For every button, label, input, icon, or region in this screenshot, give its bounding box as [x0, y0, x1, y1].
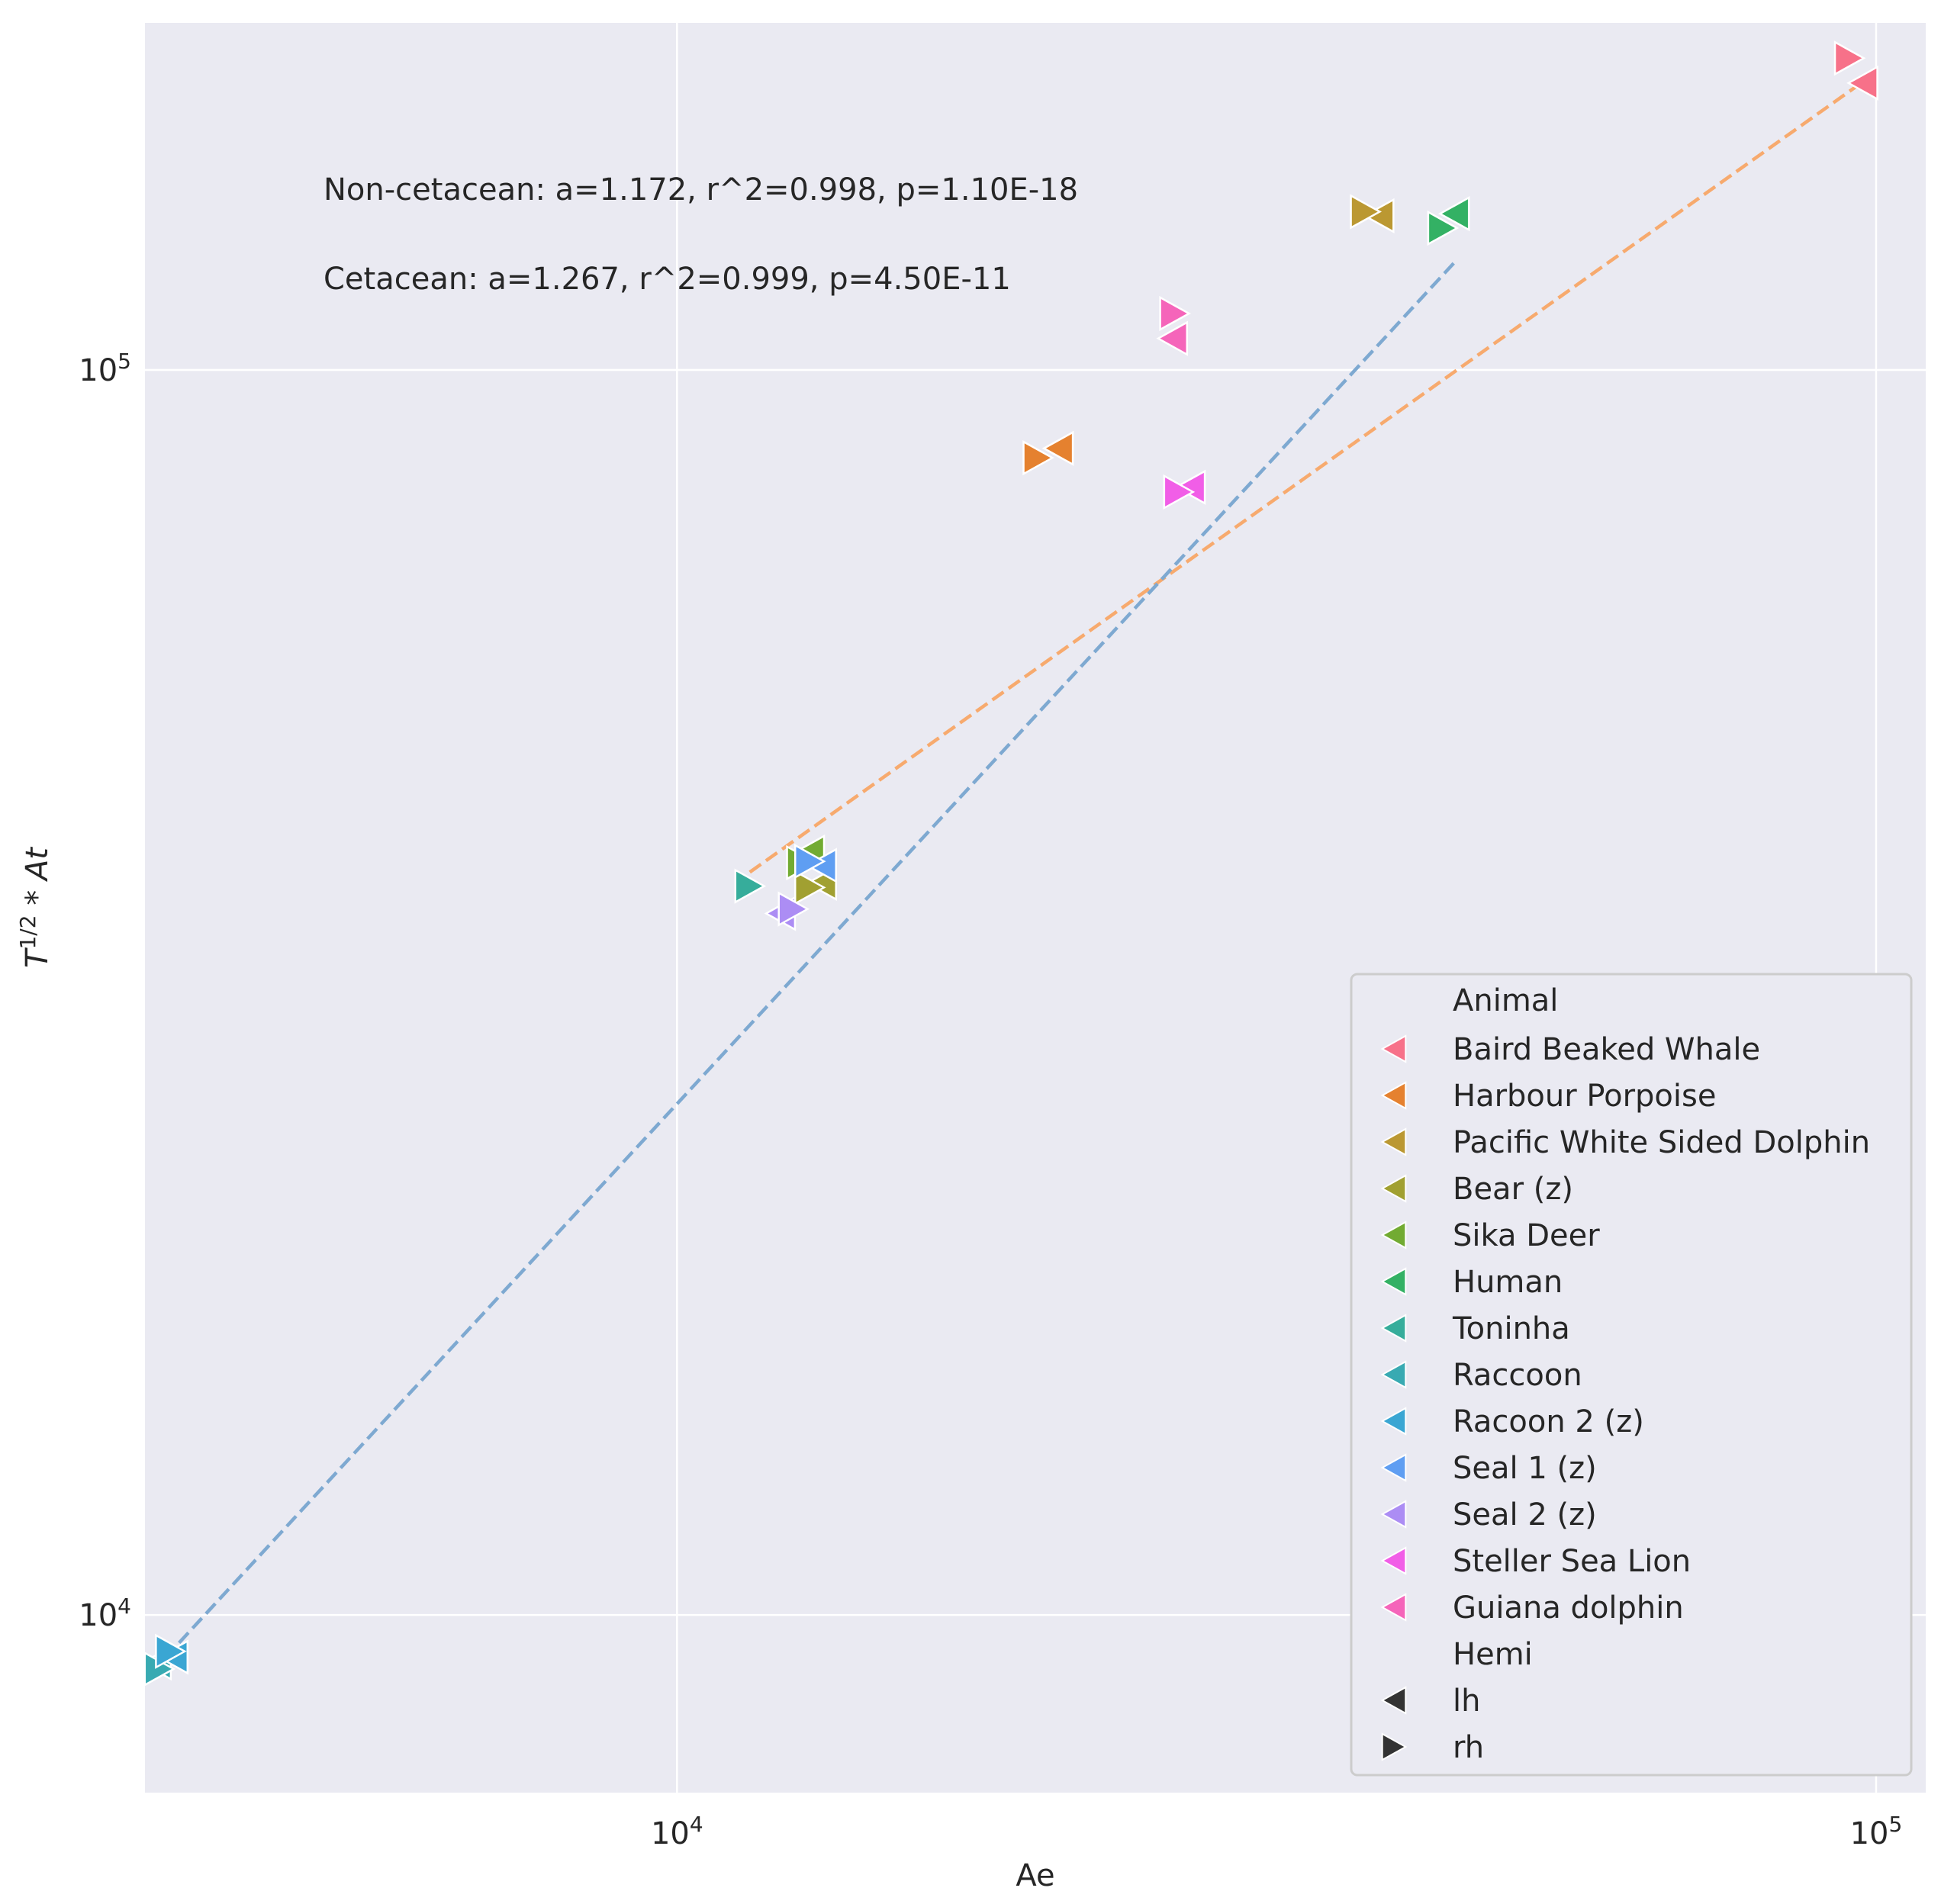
legend-marker — [1380, 1453, 1407, 1482]
y-tick-label: 105 — [79, 348, 131, 388]
legend-label: Steller Sea Lion — [1453, 1544, 1691, 1579]
legend-style-items: lh rh — [1380, 1684, 1484, 1765]
data-point — [1022, 440, 1054, 476]
annotation-non-cetacean: Non-cetacean: a=1.172, r^2=0.998, p=1.10… — [324, 172, 1078, 207]
y-axis-title-exponent: 1/2 — [15, 915, 40, 949]
legend-style-label: lh — [1453, 1684, 1480, 1719]
fit-line — [748, 78, 1867, 874]
data-point — [1846, 65, 1878, 101]
data-point — [793, 844, 826, 880]
legend-style-title: Hemi — [1453, 1637, 1533, 1672]
legend-marker — [1380, 1267, 1407, 1296]
legend-label: Seal 2 (z) — [1453, 1497, 1597, 1533]
legend-marker — [1380, 1546, 1407, 1575]
legend-hue-items: Baird Beaked Whale Harbour Porpoise Pacifi… — [1380, 1032, 1870, 1626]
data-point — [1362, 198, 1395, 233]
data-point — [1437, 196, 1470, 232]
y-tick-labels: 104 105 — [79, 348, 131, 1633]
legend: Animal Baird Beaked Whale Harbour Porpois… — [1350, 973, 1913, 1777]
annotation-cetacean: Cetacean: a=1.267, r^2=0.999, p=4.50E-11 — [324, 262, 1011, 297]
legend-marker — [1380, 1360, 1407, 1389]
data-point — [1350, 194, 1382, 230]
data-point — [155, 1633, 187, 1669]
x-tick-label: 105 — [1850, 1812, 1903, 1852]
x-tick-exponent: 5 — [1888, 1812, 1902, 1837]
x-tick-label: 104 — [651, 1812, 703, 1852]
legend-label: Pacific White Sided Dolphin — [1453, 1125, 1870, 1160]
data-point — [805, 847, 837, 883]
legend-marker — [1380, 1314, 1407, 1343]
data-point — [1156, 320, 1189, 356]
data-point — [1163, 474, 1196, 510]
data-point — [777, 891, 810, 927]
x-tick-exponent: 4 — [690, 1812, 703, 1837]
legend-marker — [1380, 1034, 1407, 1063]
legend-marker — [1380, 1081, 1407, 1110]
legend-label: Guiana dolphin — [1453, 1590, 1684, 1626]
fit-lines — [150, 78, 1867, 1674]
legend-marker — [1380, 1221, 1407, 1250]
data-markers — [140, 40, 1878, 1687]
data-point — [1159, 295, 1191, 332]
legend-box — [1350, 973, 1913, 1777]
legend-label: Baird Beaked Whale — [1453, 1032, 1760, 1067]
legend-style-marker — [1380, 1686, 1407, 1715]
data-point — [1427, 210, 1460, 246]
y-tick-label: 104 — [79, 1594, 131, 1634]
data-point — [793, 870, 826, 905]
legend-label: Sika Deer — [1453, 1218, 1600, 1253]
data-point — [1833, 40, 1866, 76]
legend-marker — [1380, 1593, 1407, 1622]
legend-label: Toninha — [1452, 1311, 1570, 1346]
legend-label: Harbour Porpoise — [1453, 1079, 1716, 1114]
x-tick-labels: 104 105 — [651, 1812, 1902, 1852]
data-point — [1173, 469, 1206, 505]
legend-style-marker — [1381, 1732, 1408, 1761]
legend-label: Seal 1 (z) — [1453, 1451, 1597, 1486]
legend-label: Bear (z) — [1453, 1172, 1573, 1207]
legend-marker — [1380, 1127, 1407, 1156]
legend-style-label: rh — [1453, 1730, 1484, 1765]
legend-hue-title: Animal — [1453, 983, 1558, 1018]
legend-marker — [1380, 1174, 1407, 1203]
x-axis-title: Ae — [1016, 1858, 1054, 1893]
legend-label: Raccoon — [1453, 1358, 1582, 1393]
y-axis-title: T1/2 * At — [15, 847, 56, 968]
legend-label: Human — [1453, 1265, 1563, 1300]
fit-line — [150, 261, 1456, 1674]
data-point — [1041, 430, 1074, 466]
legend-label: Racoon 2 (z) — [1453, 1404, 1644, 1439]
data-point — [734, 868, 767, 904]
y-tick-exponent: 5 — [117, 348, 131, 373]
legend-marker — [1380, 1500, 1407, 1529]
legend-marker — [1380, 1407, 1407, 1436]
y-tick-exponent: 4 — [117, 1594, 131, 1619]
